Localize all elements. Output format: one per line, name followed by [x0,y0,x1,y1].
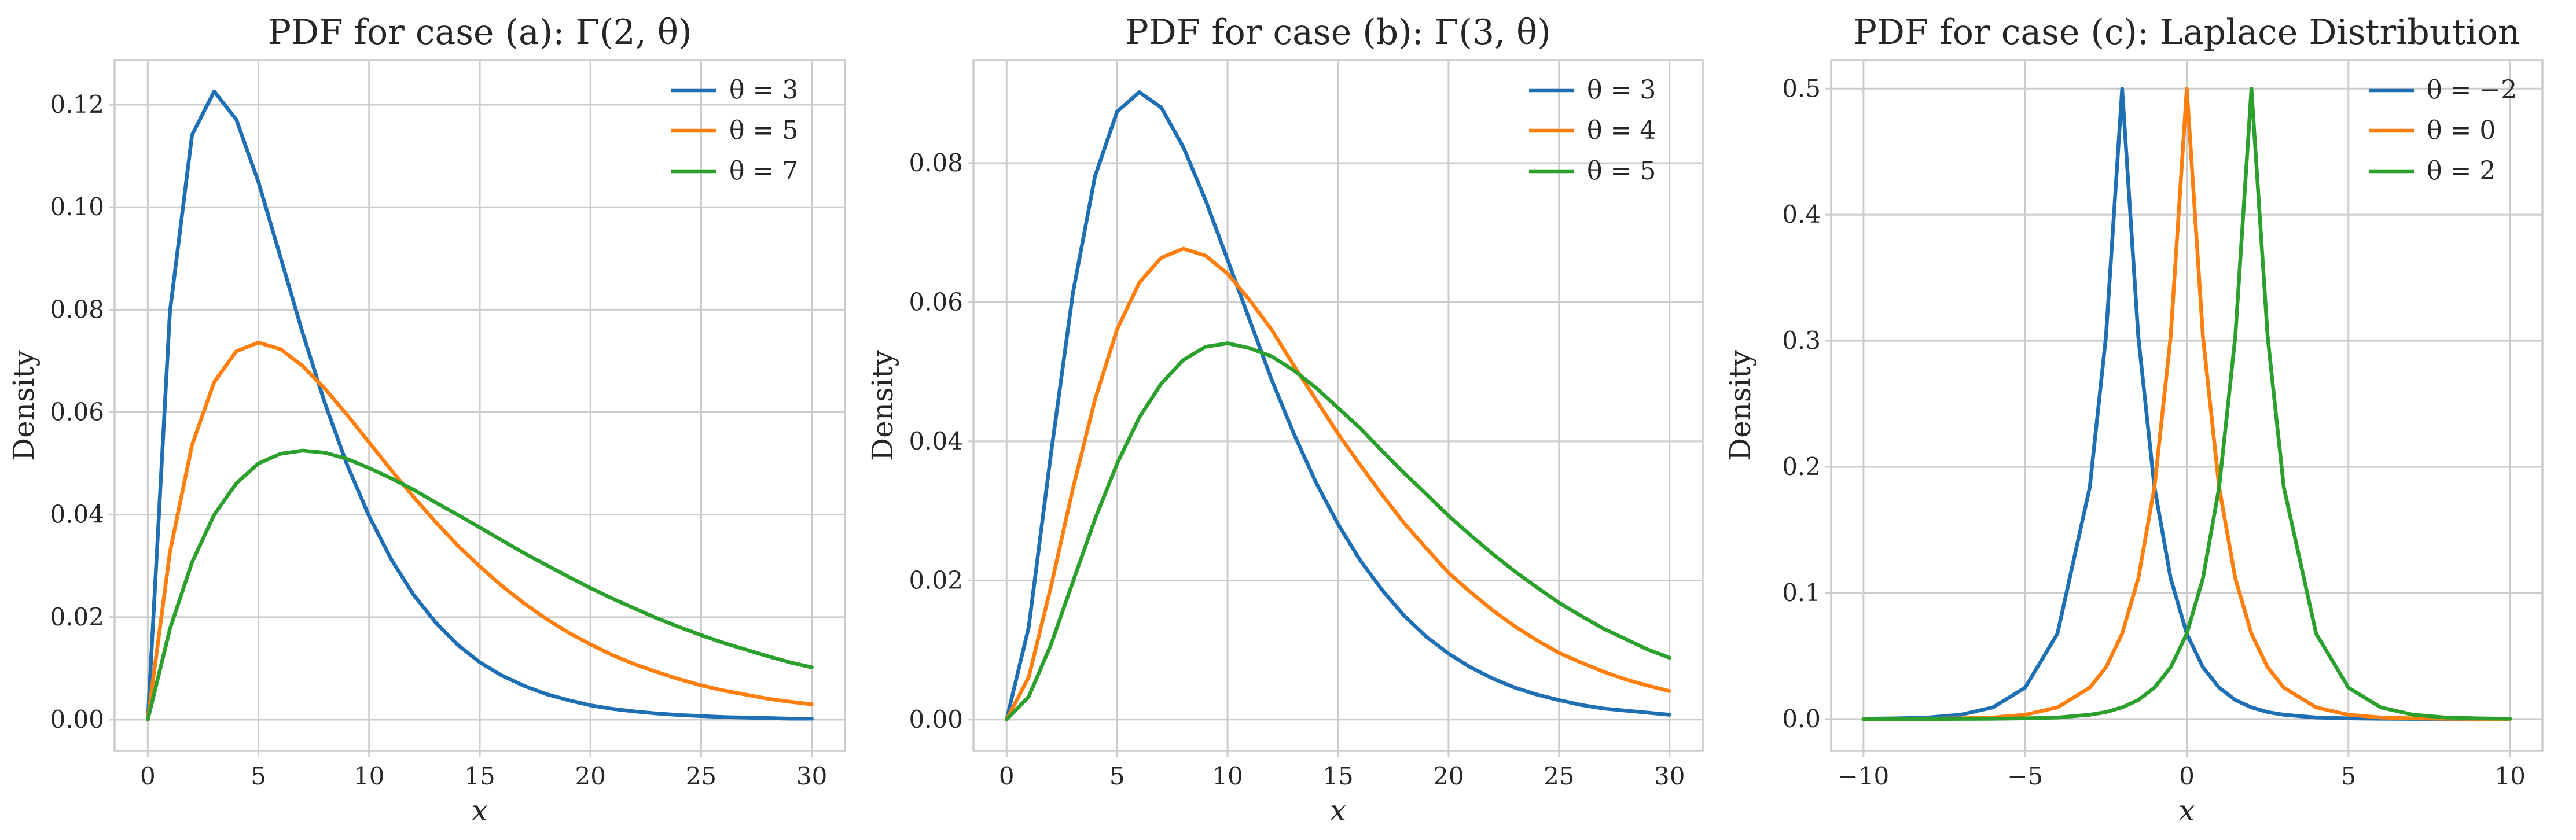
x-tick-label: 10 [1212,762,1243,790]
x-tick-label: 5 [2340,762,2356,790]
legend-label: θ = 4 [1587,116,1656,145]
series-line-3 [146,448,814,722]
y-tick-label: 0.1 [1782,579,1821,607]
x-tick-label: 15 [1322,762,1353,790]
x-tick-label: 5 [1109,762,1125,790]
x-tick-label: 30 [1654,762,1685,790]
chart-panel-2: 0 5 10 15 20 25 30 0.00 0.02 0.04 0.06 0.08 PDF for … [866,12,1704,827]
y-tick-label: 0.2 [1782,452,1821,481]
legend-label: θ = 0 [2427,116,2496,145]
x-tick-label: 25 [1544,762,1574,790]
y-axis-label: Density [866,349,899,461]
legend-label: θ = 3 [1587,75,1656,105]
x-tick-label: −5 [2007,762,2043,790]
x-tick-label: 0 [140,762,156,790]
series-line-3 [1005,341,1671,722]
y-tick-label: 0.3 [1782,326,1821,355]
x-tick-label: 5 [251,762,266,790]
x-tick-label: 20 [1433,762,1464,790]
chart-panel-1: 0 5 10 15 20 25 30 0.00 0.02 0.04 0.06 0.08 0.10 0.12… [7,12,846,827]
legend-label: θ = 7 [729,156,798,186]
y-tick-label: 0.06 [909,288,963,316]
y-axis-label: Density [7,349,41,461]
chart-title: PDF for case (b): Γ(3, θ) [1125,12,1550,53]
legend-label: θ = 5 [1587,156,1656,186]
y-tick-label: 0.02 [50,603,104,631]
legend: θ = 3 θ = 5 θ = 7 [671,75,798,186]
x-tick-label: 10 [354,762,384,790]
y-tick-label: 0.5 [1782,74,1821,102]
series-line-2 [1005,246,1671,722]
legend: θ = −2 θ = 0 θ = 2 [2369,75,2517,186]
chart-title: PDF for case (c): Laplace Distribution [1853,12,2520,53]
chart-panel-3: −10 −5 0 5 10 0.0 0.1 0.2 0.3 0.4 0.5 PDF for case … [1724,12,2544,827]
x-tick-label: 15 [464,762,495,790]
y-tick-label: 0.08 [50,295,104,323]
y-tick-label: 0.00 [50,705,104,734]
legend-label: θ = 5 [729,116,798,145]
x-tick-label: 0 [2179,762,2195,790]
chart-title: PDF for case (a): Γ(2, θ) [268,12,692,53]
legend-label: θ = −2 [2427,75,2517,105]
legend-label: θ = 2 [2427,156,2496,186]
y-tick-label: 0.06 [50,398,104,426]
x-tick-label: 10 [2494,762,2525,790]
y-tick-label: 0.4 [1782,200,1821,229]
x-tick-label: 30 [796,762,827,790]
y-tick-label: 0.0 [1782,705,1821,733]
y-tick-label: 0.02 [909,566,963,594]
x-tick-label: 20 [575,762,605,790]
series-line-2 [146,340,814,722]
series-line-2 [1861,87,2512,721]
y-tick-label: 0.04 [50,500,104,529]
series-line-1 [1005,90,1671,722]
y-tick-label: 0.12 [50,90,104,119]
x-tick-label: 25 [686,762,716,790]
legend: θ = 3 θ = 4 θ = 5 [1529,75,1656,186]
x-tick-label: 0 [999,762,1015,790]
legend-label: θ = 3 [729,75,798,105]
series-line-3 [1861,87,2512,721]
x-axis-label: x [472,794,488,827]
x-tick-label: −10 [1838,762,1890,790]
y-axis-label: Density [1724,349,1757,461]
y-tick-label: 0.10 [50,193,104,221]
series-line-1 [146,89,814,722]
y-tick-label: 0.00 [909,705,963,734]
x-axis-label: x [1330,794,1346,827]
y-tick-label: 0.08 [909,149,963,177]
x-axis-label: x [2178,794,2195,827]
y-tick-label: 0.04 [909,427,963,455]
